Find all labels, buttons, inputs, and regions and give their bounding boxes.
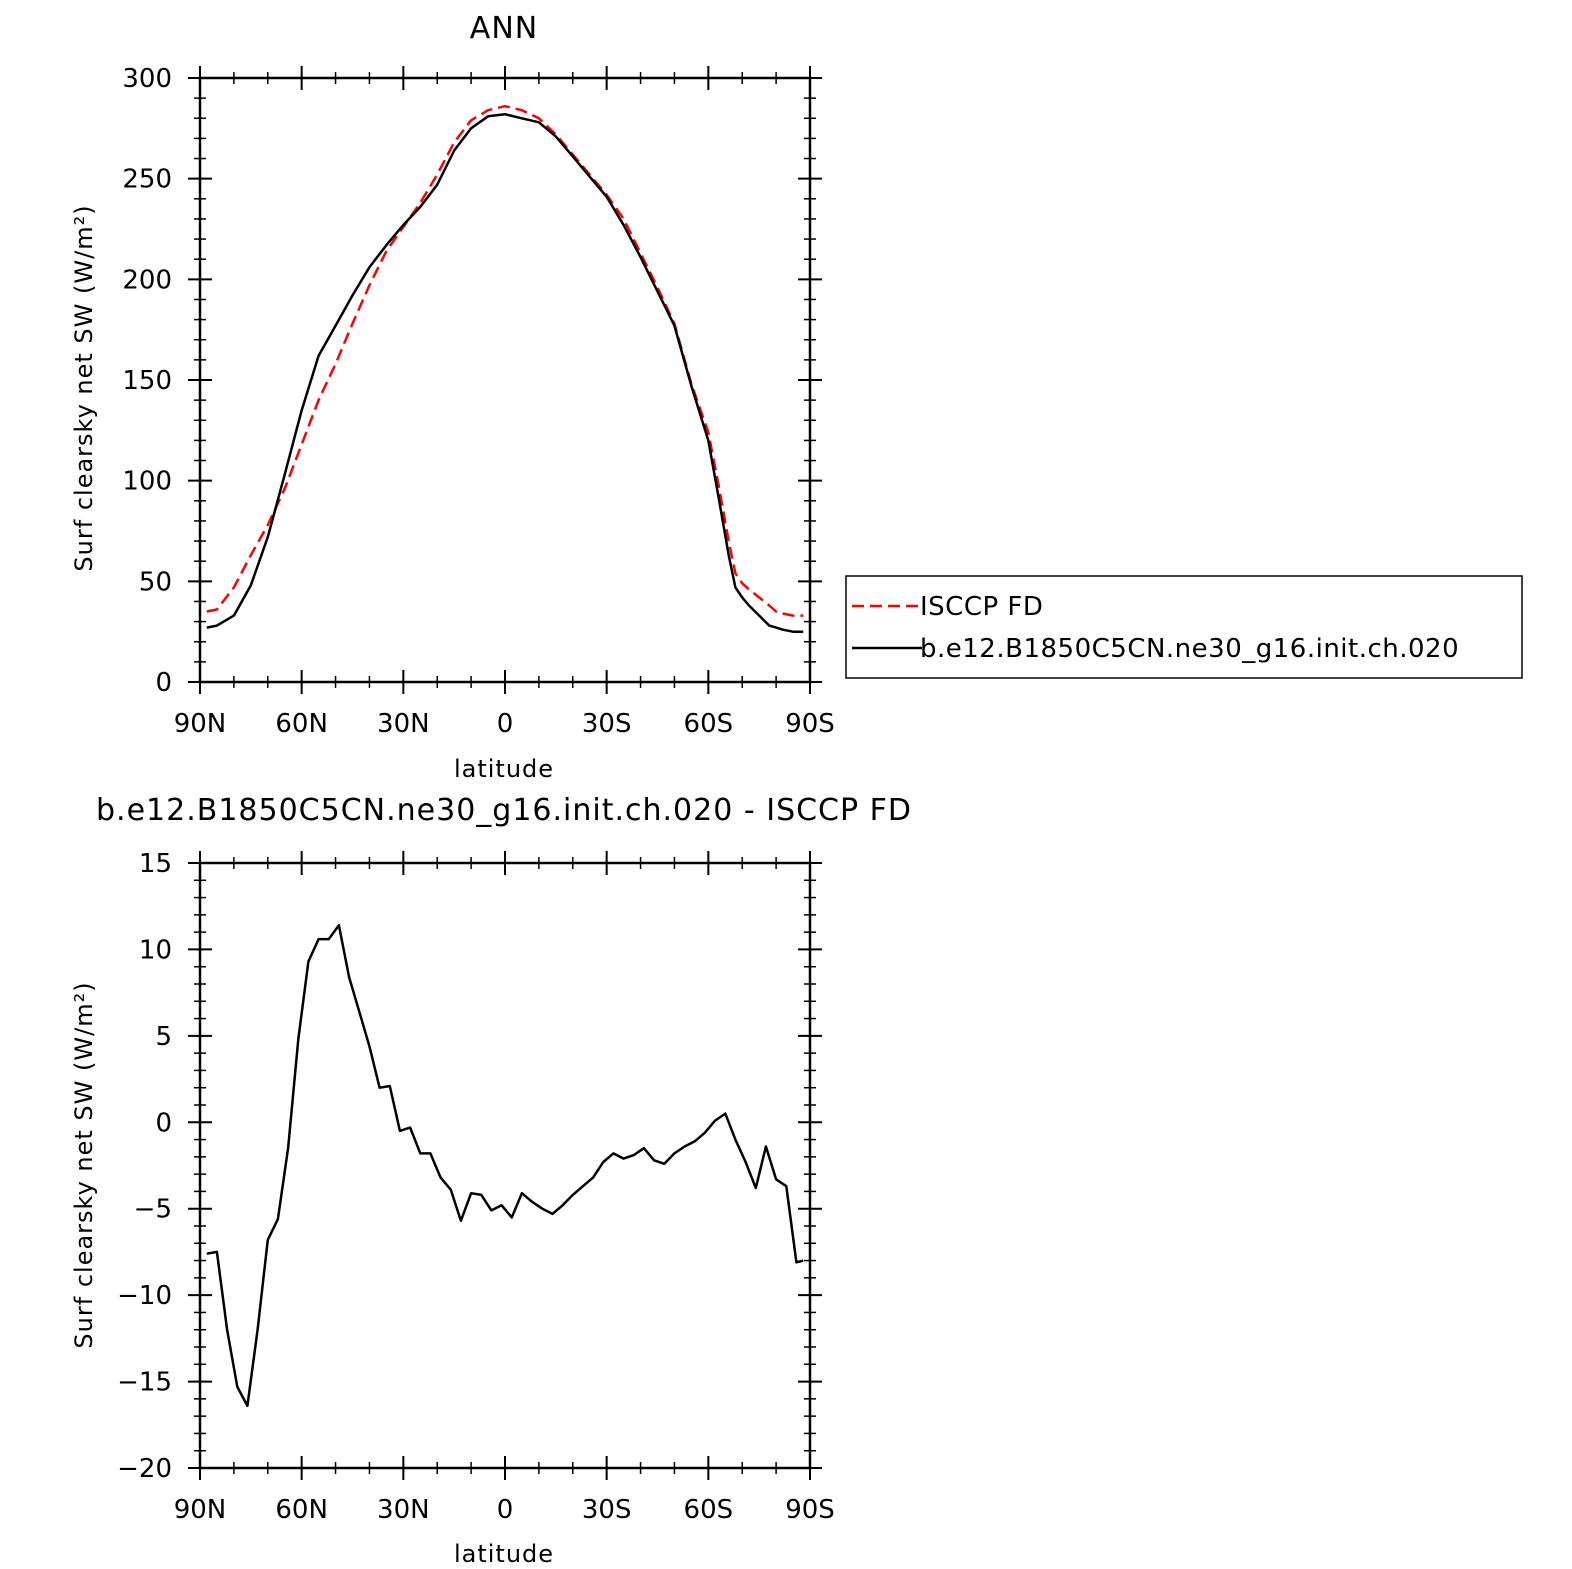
bottom-axis-ticks [188, 851, 822, 1480]
bottom-y-tick-label: 5 [155, 1022, 172, 1052]
bottom-y-tick-label: −5 [134, 1195, 172, 1225]
top-x-tick-label: 60N [275, 709, 328, 739]
bottom-y-tick-label: 15 [139, 849, 172, 879]
top-y-tick-label: 200 [122, 265, 172, 295]
top-x-tick-labels: 90N 60N 30N 0 30S 60S 90S [174, 709, 835, 739]
bottom-y-tick-labels: −20 −15 −10 −5 0 5 10 15 [117, 849, 172, 1484]
top-series-line-1 [206, 112, 804, 633]
legend: ISCCP FD b.e12.B1850C5CN.ne30_g16.init.c… [845, 575, 1523, 679]
top-y-tick-label: 100 [122, 467, 172, 497]
legend-label-model: b.e12.B1850C5CN.ne30_g16.init.ch.020 [920, 634, 1459, 664]
top-axis-ticks [188, 66, 822, 694]
top-series-line-0 [206, 104, 804, 617]
top-y-tick-label: 0 [155, 668, 172, 698]
bottom-x-tick-label: 90N [174, 1495, 227, 1525]
top-x-tick-label: 90S [785, 709, 835, 739]
top-y-tick-label: 250 [122, 165, 172, 195]
top-x-axis-label: latitude [454, 755, 554, 783]
legend-label-isccp: ISCCP FD [920, 592, 1043, 622]
top-y-tick-labels: 0 50 100 150 200 250 300 [122, 64, 172, 698]
bottom-y-tick-label: 10 [139, 935, 172, 965]
bottom-x-tick-labels: 90N 60N 30N 0 30S 60S 90S [174, 1495, 835, 1525]
bottom-series-lines [206, 923, 804, 1408]
top-x-tick-label: 60S [684, 709, 734, 739]
bottom-x-tick-label: 30S [582, 1495, 632, 1525]
bottom-y-tick-label: 0 [155, 1108, 172, 1138]
bottom-y-axis-label: Surf clearsky net SW (W/m²) [70, 981, 98, 1348]
bottom-x-tick-label: 30N [377, 1495, 430, 1525]
bottom-series-line-0 [206, 923, 804, 1408]
top-x-tick-label: 0 [497, 709, 514, 739]
bottom-y-tick-label: −15 [117, 1368, 172, 1398]
legend-box [845, 575, 1523, 679]
top-y-tick-label: 50 [139, 567, 172, 597]
bottom-x-tick-label: 60S [684, 1495, 734, 1525]
bottom-y-tick-label: −10 [117, 1281, 172, 1311]
top-x-tick-label: 90N [174, 709, 227, 739]
top-x-tick-label: 30N [377, 709, 430, 739]
bottom-x-tick-label: 90S [785, 1495, 835, 1525]
top-series-lines [206, 104, 804, 633]
bottom-x-tick-label: 0 [497, 1495, 514, 1525]
bottom-title: b.e12.B1850C5CN.ne30_g16.init.ch.020 - I… [96, 793, 912, 828]
top-plot-frame [198, 76, 812, 684]
top-y-tick-label: 300 [122, 64, 172, 94]
bottom-plot-frame [198, 861, 812, 1470]
top-title: ANN [470, 11, 538, 46]
top-y-axis-label: Surf clearsky net SW (W/m²) [70, 204, 98, 571]
top-x-tick-label: 30S [582, 709, 632, 739]
top-y-tick-label: 150 [122, 366, 172, 396]
bottom-panel: b.e12.B1850C5CN.ne30_g16.init.ch.020 - I… [70, 793, 912, 1568]
bottom-x-tick-label: 60N [275, 1495, 328, 1525]
bottom-x-axis-label: latitude [454, 1540, 554, 1568]
bottom-y-tick-label: −20 [117, 1454, 172, 1484]
